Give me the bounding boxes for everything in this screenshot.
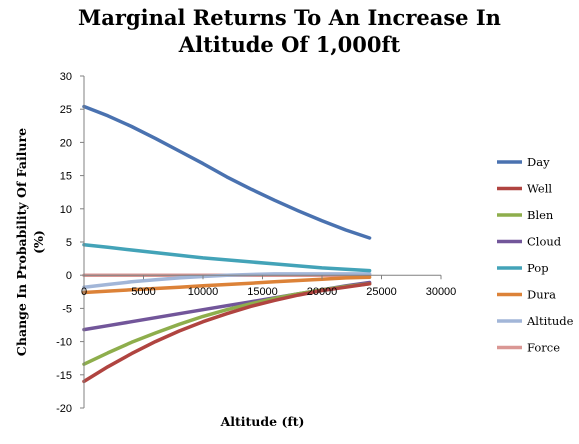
legend-label-force: Force [527, 341, 560, 355]
legend-label-well: Well [527, 182, 552, 196]
x-tick-label: 5000 [131, 286, 155, 298]
y-tick-label: 25 [60, 104, 72, 116]
y-tick-label: 20 [60, 137, 72, 149]
x-tick-label: 25000 [366, 286, 397, 298]
chart-title-line-1: Marginal Returns To An Increase In [78, 5, 501, 30]
chart-title-line-2: Altitude Of 1,000ft [178, 32, 401, 57]
y-tick-label: 5 [66, 237, 72, 249]
x-tick-label: 10000 [188, 286, 219, 298]
y-tick-label: 15 [60, 171, 72, 183]
y-tick-group: 30 25 20 15 10 5 0 -5 -10 -15 -20 [56, 71, 84, 415]
chart-title: Marginal Returns To An Increase In Altit… [0, 4, 579, 58]
y-tick-label: -10 [56, 337, 72, 349]
series-line-well [82, 282, 372, 384]
y-axis-label-line-2: (%) [31, 230, 46, 254]
legend-label-blen: Blen [527, 208, 554, 222]
y-tick-label: 0 [66, 270, 72, 282]
x-tick-label: 15000 [247, 286, 278, 298]
y-tick-label: -5 [62, 303, 72, 315]
x-tick-label: 20000 [307, 286, 338, 298]
y-tick-label: -20 [56, 403, 72, 415]
legend-label-dura: Dura [527, 288, 556, 302]
series-layer [82, 104, 372, 384]
y-tick-label: 10 [60, 204, 72, 216]
legend-label-day: Day [527, 155, 550, 169]
y-tick-label: 30 [60, 71, 72, 83]
legend: Day Well Blen Cloud Pop Dura Altitude Force [497, 155, 574, 355]
series-line-pop [82, 242, 372, 273]
x-axis-label: Altitude (ft) [220, 414, 305, 429]
x-tick-label: 30000 [426, 286, 457, 298]
y-tick-label: -15 [56, 370, 72, 382]
series-line-day [82, 104, 372, 240]
y-axis-label-line-1: Change In Probability Of Failure [14, 128, 29, 356]
y-axis-label: Change In Probability Of Failure (%) [14, 128, 46, 356]
legend-label-altitude: Altitude [526, 314, 574, 328]
x-tick-group: 0 5000 10000 15000 20000 25000 30000 [81, 275, 456, 298]
legend-label-cloud: Cloud [527, 235, 562, 249]
legend-label-pop: Pop [527, 261, 549, 275]
x-tick-label: 0 [81, 286, 87, 298]
